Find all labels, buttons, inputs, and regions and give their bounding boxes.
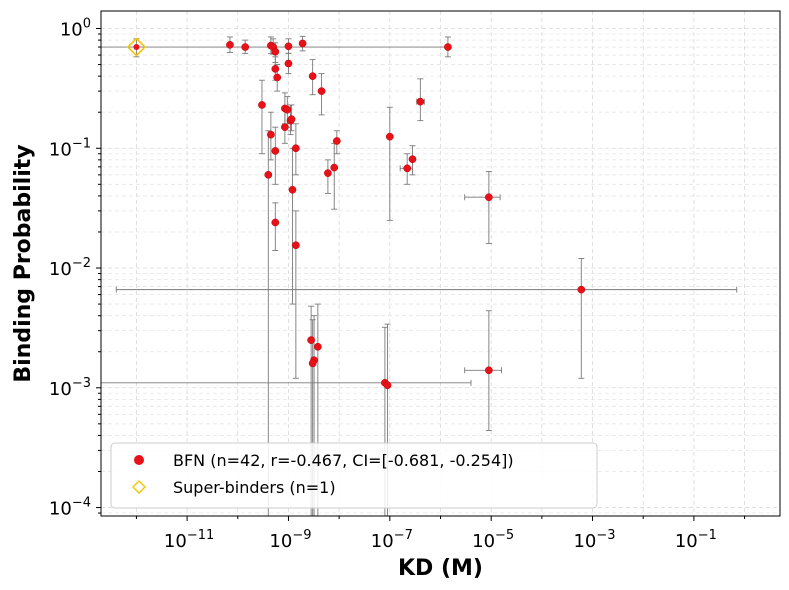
axis-ticks: 10−11 10−9 10−7 10−5 10−3 10−1 10−4 10−3 10−2 10−…	[49, 17, 746, 552]
data-point-bfn	[308, 72, 317, 81]
x-tick-label: 10−9	[269, 528, 311, 552]
data-point-bfn	[267, 130, 275, 139]
data-point-bfn	[271, 65, 280, 73]
legend-label-bfn: BFN (n=42, r=-0.467, CI=[-0.681, -0.254]…	[173, 451, 514, 470]
data-points	[126, 37, 586, 390]
data-point-bfn	[308, 359, 317, 368]
data-point-bfn	[383, 381, 392, 390]
x-tick-label: 10−1	[675, 528, 717, 552]
data-point-bfn	[292, 144, 300, 153]
data-point-bfn	[271, 147, 280, 155]
data-point-bfn	[273, 73, 282, 82]
x-tick-label: 10−7	[371, 528, 413, 552]
data-point-bfn	[408, 155, 417, 164]
data-point-bfn	[317, 87, 326, 95]
data-point-bfn	[288, 185, 297, 194]
y-tick-label: 100	[60, 17, 91, 41]
x-axis-title: KD (M)	[398, 556, 483, 581]
legend: BFN (n=42, r=-0.467, CI=[-0.681, -0.254]…	[110, 442, 598, 509]
data-point-bfn	[271, 47, 280, 56]
data-point-bfn	[271, 218, 280, 227]
data-point-bfn	[226, 41, 234, 49]
data-point-bfn	[403, 164, 412, 173]
y-tick-label: 10−1	[49, 136, 91, 160]
data-point-super-binder-core	[133, 44, 140, 51]
data-point-bfn	[298, 39, 307, 48]
data-point-bfn	[264, 170, 273, 179]
data-point-bfn	[444, 43, 452, 51]
data-point-bfn	[332, 137, 341, 145]
data-point-bfn	[485, 193, 493, 202]
data-point-bfn	[330, 163, 339, 172]
data-point-bfn	[416, 97, 425, 106]
data-point-bfn	[281, 123, 289, 132]
data-point-bfn	[241, 43, 250, 51]
data-point-bfn	[485, 366, 493, 375]
grid-lines	[101, 11, 780, 516]
data-point-bfn	[258, 101, 266, 109]
data-point-bfn	[324, 169, 332, 177]
data-point-bfn	[307, 336, 315, 344]
data-point-bfn	[577, 285, 586, 294]
y-axis-title: Binding Probability	[11, 144, 36, 382]
legend-label-super-binders: Super-binders (n=1)	[173, 478, 336, 497]
legend-box	[110, 442, 598, 509]
data-point-bfn	[284, 42, 293, 51]
x-tick-label: 10−11	[164, 528, 214, 552]
legend-marker-bfn	[134, 455, 144, 465]
y-tick-label: 10−2	[49, 256, 91, 280]
y-tick-label: 10−3	[49, 376, 91, 400]
x-tick-label: 10−3	[573, 528, 615, 552]
x-tick-label: 10−5	[472, 528, 514, 552]
data-point-bfn	[292, 241, 300, 250]
data-point-bfn	[385, 132, 394, 141]
y-tick-label: 10−4	[49, 496, 91, 520]
data-point-bfn	[284, 59, 293, 68]
data-point-bfn	[313, 342, 322, 351]
data-point-super-binder	[126, 37, 147, 57]
legend-marker-super-binders	[132, 480, 146, 494]
data-point-bfn	[283, 105, 292, 114]
data-point-bfn	[287, 115, 296, 124]
